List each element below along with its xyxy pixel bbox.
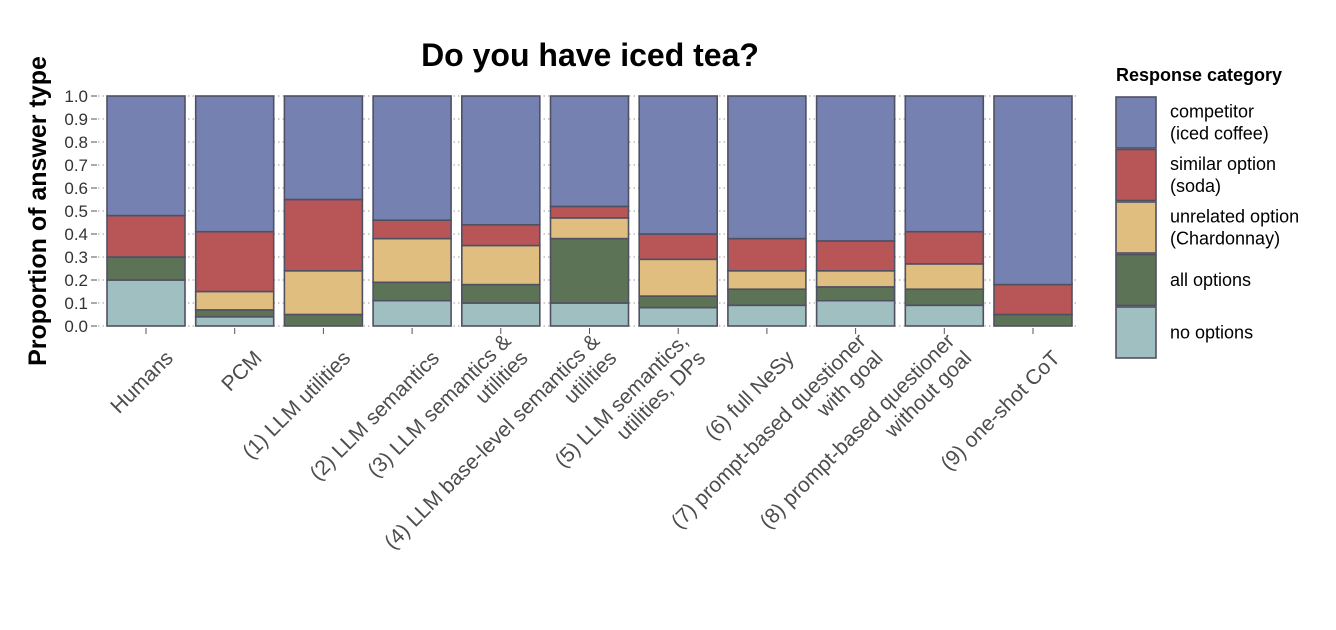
legend-key (1115, 96, 1157, 149)
bar-segment (638, 233, 719, 261)
bar-segment (549, 205, 630, 219)
legend-label: similar option (soda) (1170, 154, 1276, 196)
legend-key (1115, 306, 1157, 359)
bar-segment (460, 302, 541, 327)
bar-segment (638, 295, 719, 309)
bar-segment (460, 283, 541, 304)
bar-segment (815, 240, 896, 272)
bar-segment (372, 219, 452, 240)
bar-segment (460, 95, 541, 226)
x-tick-label: PCM (217, 347, 266, 396)
legend-label: unrelated option (Chardonnay) (1170, 207, 1299, 249)
bar-segment (904, 288, 985, 307)
y-tick-label: 1.0 (64, 87, 88, 106)
bar-segment (549, 95, 630, 208)
y-tick-label: 0.4 (64, 225, 88, 244)
x-tick-label: Humans (106, 347, 178, 419)
bar-segment (460, 224, 541, 247)
bar-segment (549, 217, 630, 240)
bars (106, 95, 1073, 327)
y-tick-label: 0.2 (64, 271, 88, 290)
x-axis: Humans PCM(1) LLM utilities(2) LLM semant… (106, 328, 1065, 554)
bar-segment (372, 237, 452, 284)
bar-segment (993, 313, 1073, 327)
bar-segment (815, 299, 896, 327)
bar-segment (106, 214, 186, 258)
bar-segment (283, 313, 364, 327)
y-axis: 0.0 0.1 0.2 0.3 0.4 0.5 0.6 0.7 0.8 0.9 1.0 (64, 87, 97, 336)
bar-segment (283, 95, 364, 201)
bar-segment (727, 288, 807, 307)
legend-label: all options (1170, 270, 1251, 290)
y-tick-label: 0.9 (64, 110, 88, 129)
bar-segment (549, 302, 630, 327)
bar-segment (283, 198, 364, 272)
y-tick-label: 0.0 (64, 317, 88, 336)
y-tick-label: 0.1 (64, 294, 88, 313)
legend-label: no options (1170, 323, 1253, 343)
legend: Response category competitor (iced coffee… (1115, 65, 1299, 359)
bar-segment (993, 283, 1073, 316)
bar-segment (815, 95, 896, 242)
bar-segment (993, 95, 1073, 286)
bar-segment (727, 95, 807, 240)
chart-title: Do you have iced tea? (421, 37, 759, 73)
bar-segment (194, 230, 275, 293)
y-tick-label: 0.5 (64, 202, 88, 221)
bar-segment (638, 306, 719, 327)
legend-key (1115, 148, 1157, 202)
legend-label: competitor (iced coffee) (1170, 102, 1269, 144)
bar-segment (106, 279, 186, 327)
bar-segment (727, 269, 807, 290)
bar-segment (904, 304, 985, 327)
y-tick-label: 0.3 (64, 248, 88, 267)
bar-segment (638, 95, 719, 235)
bar-segment (194, 290, 275, 311)
bar-segment (727, 237, 807, 272)
bar-segment (194, 95, 275, 233)
legend-key (1115, 201, 1157, 254)
bar-segment (372, 95, 452, 221)
bar-segment (727, 304, 807, 327)
bar-segment (815, 269, 896, 288)
y-axis-label: Proportion of answer type (24, 56, 52, 366)
bar-segment (106, 95, 186, 217)
bar-segment (904, 263, 985, 290)
bar-segment (638, 258, 719, 297)
bar-segment (904, 95, 985, 233)
y-tick-label: 0.8 (64, 133, 88, 152)
bar-segment (372, 281, 452, 302)
y-tick-label: 0.6 (64, 179, 88, 198)
bar-segment (372, 299, 452, 327)
bar-segment (194, 309, 275, 318)
legend-key (1115, 253, 1157, 307)
bar-segment (283, 269, 364, 316)
bar-segment (194, 315, 275, 327)
bar-segment (549, 237, 630, 304)
y-tick-label: 0.7 (64, 156, 88, 175)
bar-segment (106, 256, 186, 281)
bar-segment (815, 286, 896, 302)
bar-segment (460, 244, 541, 286)
bar-segment (904, 230, 985, 265)
legend-title: Response category (1116, 65, 1282, 85)
